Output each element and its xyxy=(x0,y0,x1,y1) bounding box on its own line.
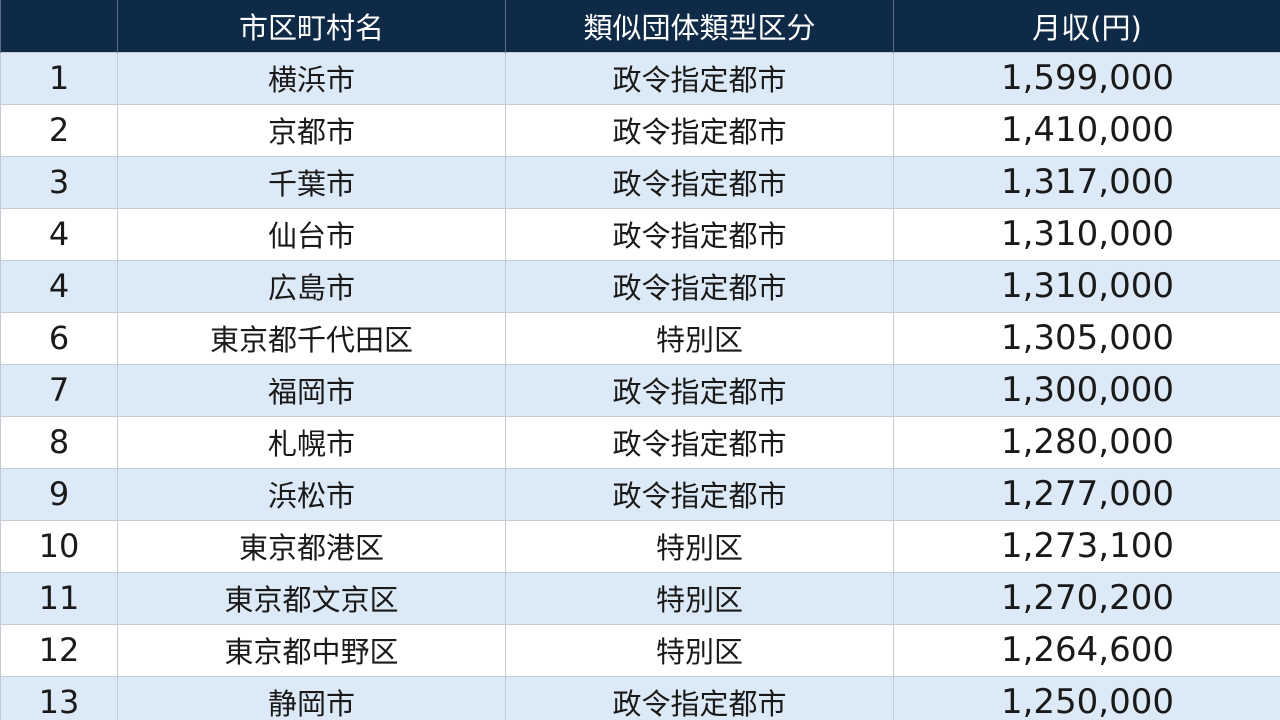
municipality-type-cell: 政令指定都市 xyxy=(505,51,894,105)
monthly-salary-cell: 1,300,000 xyxy=(893,363,1280,417)
rank-cell: 1 xyxy=(0,51,118,105)
table-body: 1 横浜市 政令指定都市 1,599,000 2 京都市 政令指定都市 1,410,000 3 千… xyxy=(0,51,1280,720)
header-row: 市区町村名 類似団体類型区分 月収(円) xyxy=(0,0,1280,52)
rank-cell: 13 xyxy=(0,675,118,720)
monthly-salary-cell: 1,250,000 xyxy=(893,675,1280,720)
municipality-name-cell: 仙台市 xyxy=(117,207,506,261)
rank-cell: 6 xyxy=(0,311,118,365)
table-row: 11 東京都文京区 特別区 1,270,200 xyxy=(0,571,1280,625)
monthly-salary-cell: 1,410,000 xyxy=(893,103,1280,157)
municipality-type-cell: 政令指定都市 xyxy=(505,415,894,469)
table-row: 6 東京都千代田区 特別区 1,305,000 xyxy=(0,311,1280,365)
municipality-type-cell: 政令指定都市 xyxy=(505,103,894,157)
table-row: 13 静岡市 政令指定都市 1,250,000 xyxy=(0,675,1280,720)
table-row: 9 浜松市 政令指定都市 1,277,000 xyxy=(0,467,1280,521)
rank-cell: 2 xyxy=(0,103,118,157)
table-row: 4 広島市 政令指定都市 1,310,000 xyxy=(0,259,1280,313)
monthly-salary-cell: 1,270,200 xyxy=(893,571,1280,625)
municipality-name-cell: 札幌市 xyxy=(117,415,506,469)
monthly-salary-cell: 1,280,000 xyxy=(893,415,1280,469)
table-row: 7 福岡市 政令指定都市 1,300,000 xyxy=(0,363,1280,417)
table-row: 4 仙台市 政令指定都市 1,310,000 xyxy=(0,207,1280,261)
monthly-salary-cell: 1,317,000 xyxy=(893,155,1280,209)
rank-cell: 9 xyxy=(0,467,118,521)
municipality-type-cell: 特別区 xyxy=(505,519,894,573)
rank-cell: 12 xyxy=(0,623,118,677)
table-row: 10 東京都港区 特別区 1,273,100 xyxy=(0,519,1280,573)
municipality-name-cell: 京都市 xyxy=(117,103,506,157)
monthly-salary-cell: 1,599,000 xyxy=(893,51,1280,105)
table-row: 12 東京都中野区 特別区 1,264,600 xyxy=(0,623,1280,677)
header-municipality-type: 類似団体類型区分 xyxy=(505,0,894,52)
municipality-name-cell: 東京都港区 xyxy=(117,519,506,573)
municipality-name-cell: 静岡市 xyxy=(117,675,506,720)
municipality-name-cell: 広島市 xyxy=(117,259,506,313)
municipality-type-cell: 特別区 xyxy=(505,571,894,625)
monthly-salary-cell: 1,305,000 xyxy=(893,311,1280,365)
municipality-type-cell: 特別区 xyxy=(505,311,894,365)
municipality-name-cell: 東京都文京区 xyxy=(117,571,506,625)
municipality-type-cell: 政令指定都市 xyxy=(505,259,894,313)
monthly-salary-cell: 1,273,100 xyxy=(893,519,1280,573)
monthly-salary-cell: 1,277,000 xyxy=(893,467,1280,521)
monthly-salary-cell: 1,264,600 xyxy=(893,623,1280,677)
municipality-type-cell: 政令指定都市 xyxy=(505,363,894,417)
table-header: 市区町村名 類似団体類型区分 月収(円) xyxy=(0,0,1280,52)
header-monthly-salary: 月収(円) xyxy=(893,0,1280,52)
municipality-type-cell: 政令指定都市 xyxy=(505,155,894,209)
municipality-name-cell: 浜松市 xyxy=(117,467,506,521)
monthly-salary-cell: 1,310,000 xyxy=(893,207,1280,261)
rank-cell: 4 xyxy=(0,207,118,261)
rank-cell: 10 xyxy=(0,519,118,573)
rank-cell: 8 xyxy=(0,415,118,469)
header-municipality-name: 市区町村名 xyxy=(117,0,506,52)
municipality-type-cell: 政令指定都市 xyxy=(505,467,894,521)
municipality-name-cell: 福岡市 xyxy=(117,363,506,417)
rank-cell: 4 xyxy=(0,259,118,313)
header-rank xyxy=(0,0,118,52)
table-row: 1 横浜市 政令指定都市 1,599,000 xyxy=(0,51,1280,105)
rank-cell: 3 xyxy=(0,155,118,209)
municipality-type-cell: 政令指定都市 xyxy=(505,675,894,720)
rank-cell: 7 xyxy=(0,363,118,417)
municipality-type-cell: 特別区 xyxy=(505,623,894,677)
table-row: 2 京都市 政令指定都市 1,410,000 xyxy=(0,103,1280,157)
rank-cell: 11 xyxy=(0,571,118,625)
municipality-name-cell: 東京都千代田区 xyxy=(117,311,506,365)
municipality-name-cell: 横浜市 xyxy=(117,51,506,105)
municipality-name-cell: 千葉市 xyxy=(117,155,506,209)
municipality-name-cell: 東京都中野区 xyxy=(117,623,506,677)
table-row: 3 千葉市 政令指定都市 1,317,000 xyxy=(0,155,1280,209)
monthly-salary-cell: 1,310,000 xyxy=(893,259,1280,313)
table-row: 8 札幌市 政令指定都市 1,280,000 xyxy=(0,415,1280,469)
municipality-type-cell: 政令指定都市 xyxy=(505,207,894,261)
